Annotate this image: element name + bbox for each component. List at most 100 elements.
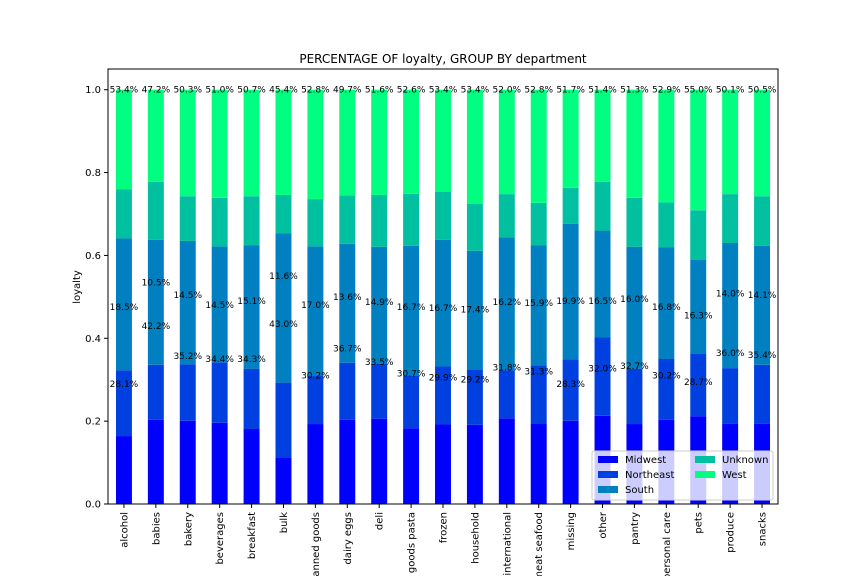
legend-label-west: West [722, 470, 747, 481]
data-label-upper: 18.5% [110, 303, 139, 313]
x-tick-label: dry goods pasta [407, 512, 418, 576]
bar-segment-northeast-household [466, 369, 483, 425]
data-label-lower: 32.7% [620, 362, 649, 372]
data-label-top: 53.4% [461, 86, 490, 96]
data-label-upper: 17.0% [301, 301, 330, 311]
data-label-lower: 36.0% [716, 349, 745, 359]
data-label-top: 50.5% [748, 86, 777, 96]
bar-segment-northeast-breakfast [243, 368, 260, 430]
bar-segment-unknown-bulk [275, 194, 292, 234]
data-label-lower: 36.7% [333, 345, 362, 355]
legend-label-south: South [625, 485, 654, 496]
data-label-top: 51.4% [588, 86, 617, 96]
bar-segment-west-canned-goods [307, 89, 324, 200]
data-label-lower: 32.0% [588, 365, 617, 375]
bar-segment-unknown-other [594, 181, 611, 231]
bar-segment-west-pets [690, 89, 707, 211]
data-label-upper: 14.9% [365, 298, 394, 308]
bar-segment-midwest-international [498, 418, 515, 504]
data-label-upper: 16.2% [493, 298, 522, 308]
data-label-top: 53.4% [110, 86, 139, 96]
bar-segment-midwest-bakery [179, 420, 196, 504]
data-label-lower: 30.2% [652, 372, 681, 382]
bar-segment-midwest-deli [371, 418, 388, 504]
x-tick-label: produce [726, 512, 737, 553]
legend-swatch-unknown [695, 456, 715, 463]
bar-segment-west-other [594, 89, 611, 182]
data-label-upper: 16.0% [620, 295, 649, 305]
bar-segment-west-frozen [435, 89, 451, 192]
data-label-upper: 10.5% [142, 278, 171, 288]
bar-segment-south-pantry [626, 246, 643, 369]
bar-segment-midwest-breakfast [243, 429, 260, 504]
data-label-top: 52.0% [493, 86, 522, 96]
legend-swatch-south [598, 486, 618, 493]
data-label-upper: 16.5% [588, 297, 617, 307]
bar-segment-midwest-dry-goods-pasta [403, 428, 420, 504]
bars-layer [115, 89, 771, 504]
data-label-lower: 31.3% [524, 367, 553, 377]
chart-title: PERCENTAGE OF loyalty, GROUP BY departme… [299, 52, 587, 66]
bar-segment-west-missing [562, 89, 579, 188]
bar-segment-west-bulk [275, 89, 292, 195]
bar-segment-south-personal-care [658, 247, 675, 359]
data-label-upper: 17.4% [461, 305, 490, 315]
data-label-lower: 34.4% [205, 355, 234, 365]
bar-segment-midwest-dairy-eggs [339, 419, 356, 504]
data-label-upper: 14.5% [173, 291, 202, 301]
x-tick-label: babies [151, 512, 162, 545]
x-tick-label: bulk [279, 512, 290, 533]
data-label-upper: 14.0% [716, 290, 745, 300]
legend-label-unknown: Unknown [722, 455, 768, 466]
bar-segment-northeast-bakery [179, 364, 196, 421]
bar-segment-northeast-produce [722, 368, 739, 424]
bar-segment-northeast-snacks [754, 364, 771, 424]
y-tick-label: 1.0 [85, 85, 101, 96]
x-tick-label: deli [375, 512, 386, 530]
bar-segment-west-babies [147, 89, 164, 182]
bar-segment-south-pets [690, 259, 707, 354]
bar-segment-unknown-international [498, 194, 515, 238]
bar-segment-northeast-alcohol [115, 370, 132, 437]
data-label-top: 49.7% [333, 86, 362, 96]
bar-segment-northeast-canned-goods [307, 375, 324, 425]
data-label-top: 47.2% [142, 86, 171, 96]
bar-segment-south-alcohol [115, 238, 132, 371]
data-label-top: 50.1% [716, 86, 745, 96]
bar-segment-northeast-dry-goods-pasta [403, 375, 420, 429]
bar-segment-northeast-personal-care [658, 359, 675, 420]
bar-segment-west-personal-care [658, 89, 675, 203]
bar-segment-unknown-dry-goods-pasta [403, 193, 420, 246]
bar-segment-south-canned-goods [307, 246, 324, 376]
bar-segment-unknown-meat-seafood [530, 202, 547, 246]
bar-segment-unknown-bakery [179, 196, 196, 241]
y-axis-label: loyalty [72, 270, 83, 304]
data-label-top: 50.7% [237, 86, 266, 96]
data-label-upper: 15.1% [237, 297, 266, 307]
legend-swatch-midwest [598, 456, 618, 463]
bar-segment-south-bulk [275, 233, 292, 383]
x-tick-label: other [598, 511, 609, 539]
bar-segment-unknown-personal-care [658, 202, 675, 248]
data-label-top: 52.8% [524, 86, 553, 96]
data-label-lower: 29.2% [461, 376, 490, 386]
bar-segment-south-snacks [754, 245, 771, 365]
bar-segment-south-dairy-eggs [339, 243, 356, 363]
bar-segment-south-dry-goods-pasta [403, 245, 420, 376]
y-tick-label: 0.2 [85, 417, 101, 428]
x-tick-label: pantry [630, 512, 641, 545]
data-label-upper: 13.6% [333, 293, 362, 303]
y-tick-label: 0.0 [85, 500, 101, 511]
x-tick-label: missing [566, 512, 577, 550]
bar-segment-northeast-international [498, 370, 515, 419]
bar-segment-northeast-beverages [211, 362, 228, 423]
bar-segment-midwest-alcohol [115, 436, 132, 504]
x-tick-label: personal care [662, 512, 673, 576]
bar-segment-northeast-bulk [275, 382, 292, 458]
data-label-top: 55.0% [684, 86, 713, 96]
x-tick-label: bakery [183, 512, 194, 546]
data-label-upper: 16.3% [684, 312, 713, 322]
data-label-top: 50.3% [173, 86, 202, 96]
data-label-upper: 11.6% [269, 272, 298, 282]
